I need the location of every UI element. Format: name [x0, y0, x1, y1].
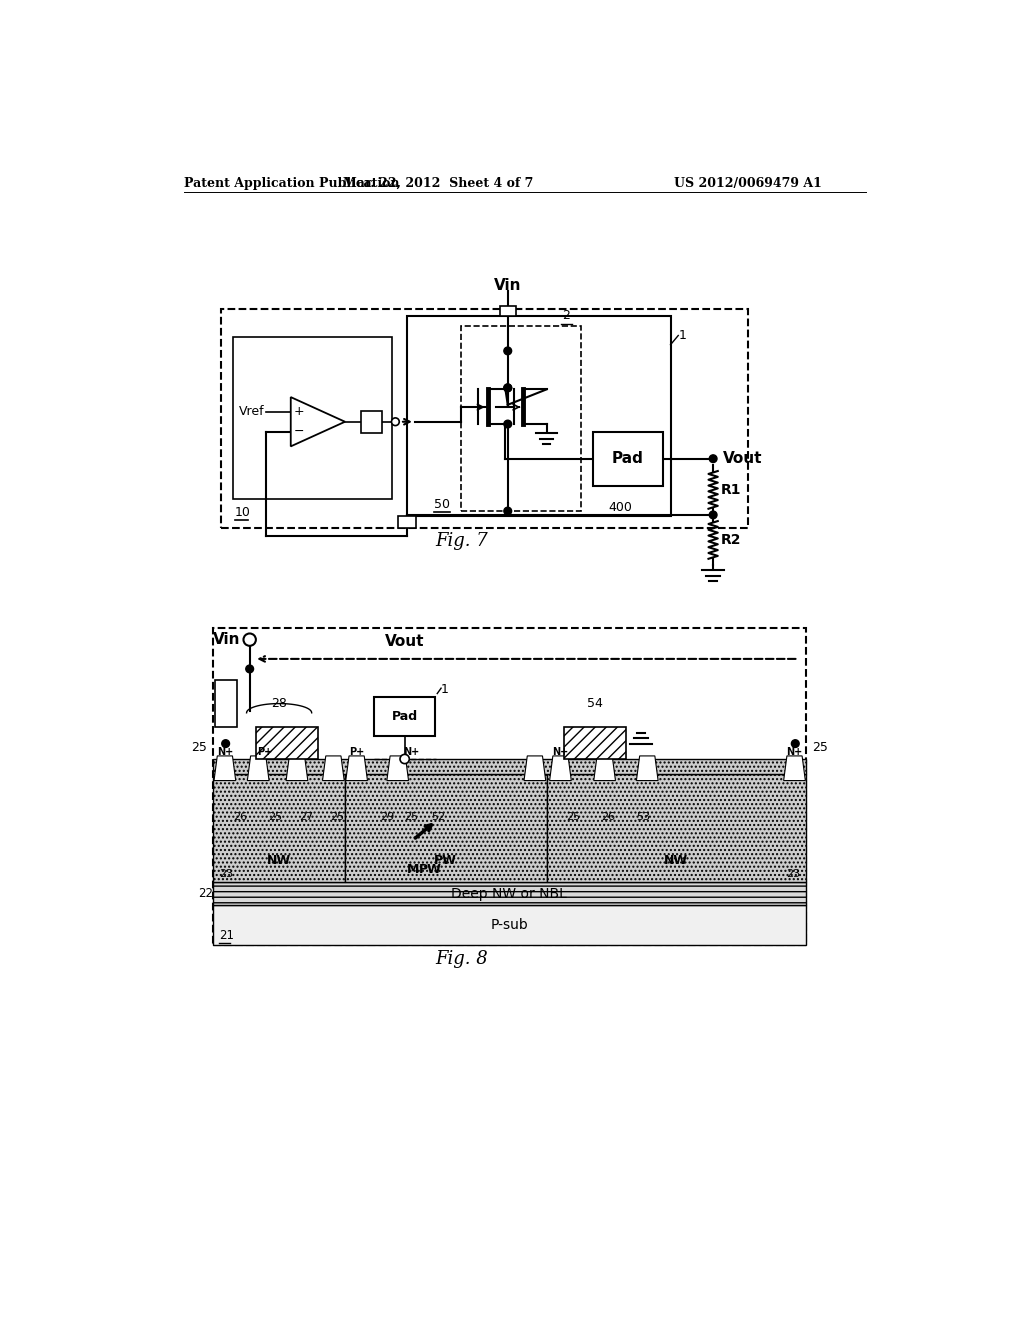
FancyBboxPatch shape	[593, 432, 663, 486]
Text: 400: 400	[608, 502, 633, 515]
Text: 52: 52	[431, 812, 445, 822]
Text: 25: 25	[403, 812, 418, 822]
Text: P+: P+	[257, 747, 272, 758]
FancyBboxPatch shape	[563, 726, 626, 759]
Text: PW: PW	[434, 854, 457, 867]
Circle shape	[504, 507, 512, 515]
FancyBboxPatch shape	[397, 516, 417, 528]
Polygon shape	[783, 756, 805, 780]
Text: 25: 25	[812, 741, 828, 754]
Text: 25: 25	[191, 741, 207, 754]
Circle shape	[222, 739, 229, 747]
Polygon shape	[594, 756, 615, 780]
Text: 21: 21	[219, 929, 234, 942]
Text: Vout: Vout	[385, 635, 424, 649]
FancyBboxPatch shape	[500, 306, 515, 317]
Circle shape	[710, 511, 717, 519]
Text: R2: R2	[721, 533, 741, 548]
Text: Vin: Vin	[213, 632, 241, 647]
Circle shape	[710, 455, 717, 462]
Text: Vin: Vin	[494, 279, 521, 293]
Circle shape	[244, 634, 256, 645]
Text: 10: 10	[234, 506, 251, 519]
Circle shape	[792, 739, 799, 747]
Polygon shape	[291, 397, 345, 446]
FancyBboxPatch shape	[215, 681, 237, 726]
Text: Mar. 22, 2012  Sheet 4 of 7: Mar. 22, 2012 Sheet 4 of 7	[343, 177, 534, 190]
Text: P-sub: P-sub	[490, 919, 528, 932]
Text: N+: N+	[552, 747, 568, 758]
Circle shape	[504, 420, 512, 428]
Text: Vout: Vout	[722, 451, 762, 466]
Circle shape	[246, 665, 254, 673]
Polygon shape	[323, 756, 344, 780]
Text: 26: 26	[233, 812, 248, 822]
Text: 25: 25	[268, 812, 283, 822]
Text: M: M	[407, 863, 420, 876]
Text: PW: PW	[419, 863, 441, 876]
Text: 50: 50	[434, 498, 451, 511]
Text: Pad: Pad	[391, 710, 418, 723]
Text: N+: N+	[217, 747, 233, 758]
Text: 23: 23	[785, 869, 800, 879]
Text: US 2012/0069479 A1: US 2012/0069479 A1	[674, 177, 822, 190]
Circle shape	[504, 384, 512, 392]
Text: R1: R1	[721, 483, 741, 498]
Text: 23: 23	[219, 869, 233, 879]
Circle shape	[504, 384, 512, 392]
Text: 53: 53	[636, 812, 650, 822]
Polygon shape	[214, 756, 236, 780]
Text: NW: NW	[267, 854, 291, 867]
Polygon shape	[248, 756, 269, 780]
Circle shape	[504, 347, 512, 355]
Polygon shape	[524, 756, 546, 780]
Text: N+: N+	[402, 747, 419, 758]
FancyBboxPatch shape	[547, 775, 806, 882]
Text: 25: 25	[566, 812, 581, 822]
FancyBboxPatch shape	[360, 411, 382, 433]
Text: Deep NW or NBL: Deep NW or NBL	[452, 887, 567, 900]
FancyBboxPatch shape	[213, 906, 806, 945]
Circle shape	[400, 755, 410, 763]
FancyBboxPatch shape	[375, 697, 435, 737]
Text: 28: 28	[271, 697, 287, 710]
Text: P+: P+	[349, 747, 365, 758]
Text: 26: 26	[601, 812, 615, 822]
FancyBboxPatch shape	[256, 726, 317, 759]
Polygon shape	[636, 756, 658, 780]
Text: 1: 1	[441, 684, 449, 696]
Text: 29: 29	[381, 812, 394, 822]
FancyBboxPatch shape	[213, 775, 345, 882]
Text: 22: 22	[198, 887, 213, 900]
Text: +: +	[293, 405, 304, 418]
Text: Pad: Pad	[612, 451, 644, 466]
FancyBboxPatch shape	[213, 759, 806, 775]
Text: 1: 1	[678, 329, 686, 342]
FancyBboxPatch shape	[345, 775, 547, 882]
Polygon shape	[550, 756, 571, 780]
Text: 54: 54	[587, 697, 602, 710]
Text: Fig. 7: Fig. 7	[435, 532, 487, 550]
Text: −: −	[293, 425, 304, 438]
Text: 27: 27	[299, 812, 313, 822]
Polygon shape	[286, 756, 308, 780]
Circle shape	[391, 418, 399, 425]
Text: 2: 2	[562, 309, 569, 322]
Text: Vref: Vref	[239, 405, 264, 418]
Polygon shape	[387, 756, 409, 780]
FancyBboxPatch shape	[213, 882, 806, 906]
Text: 25: 25	[330, 812, 344, 822]
Text: Fig. 8: Fig. 8	[435, 950, 487, 968]
Polygon shape	[346, 756, 368, 780]
Text: N+: N+	[786, 747, 803, 758]
Text: Patent Application Publication: Patent Application Publication	[183, 177, 399, 190]
Text: NW: NW	[664, 854, 688, 867]
